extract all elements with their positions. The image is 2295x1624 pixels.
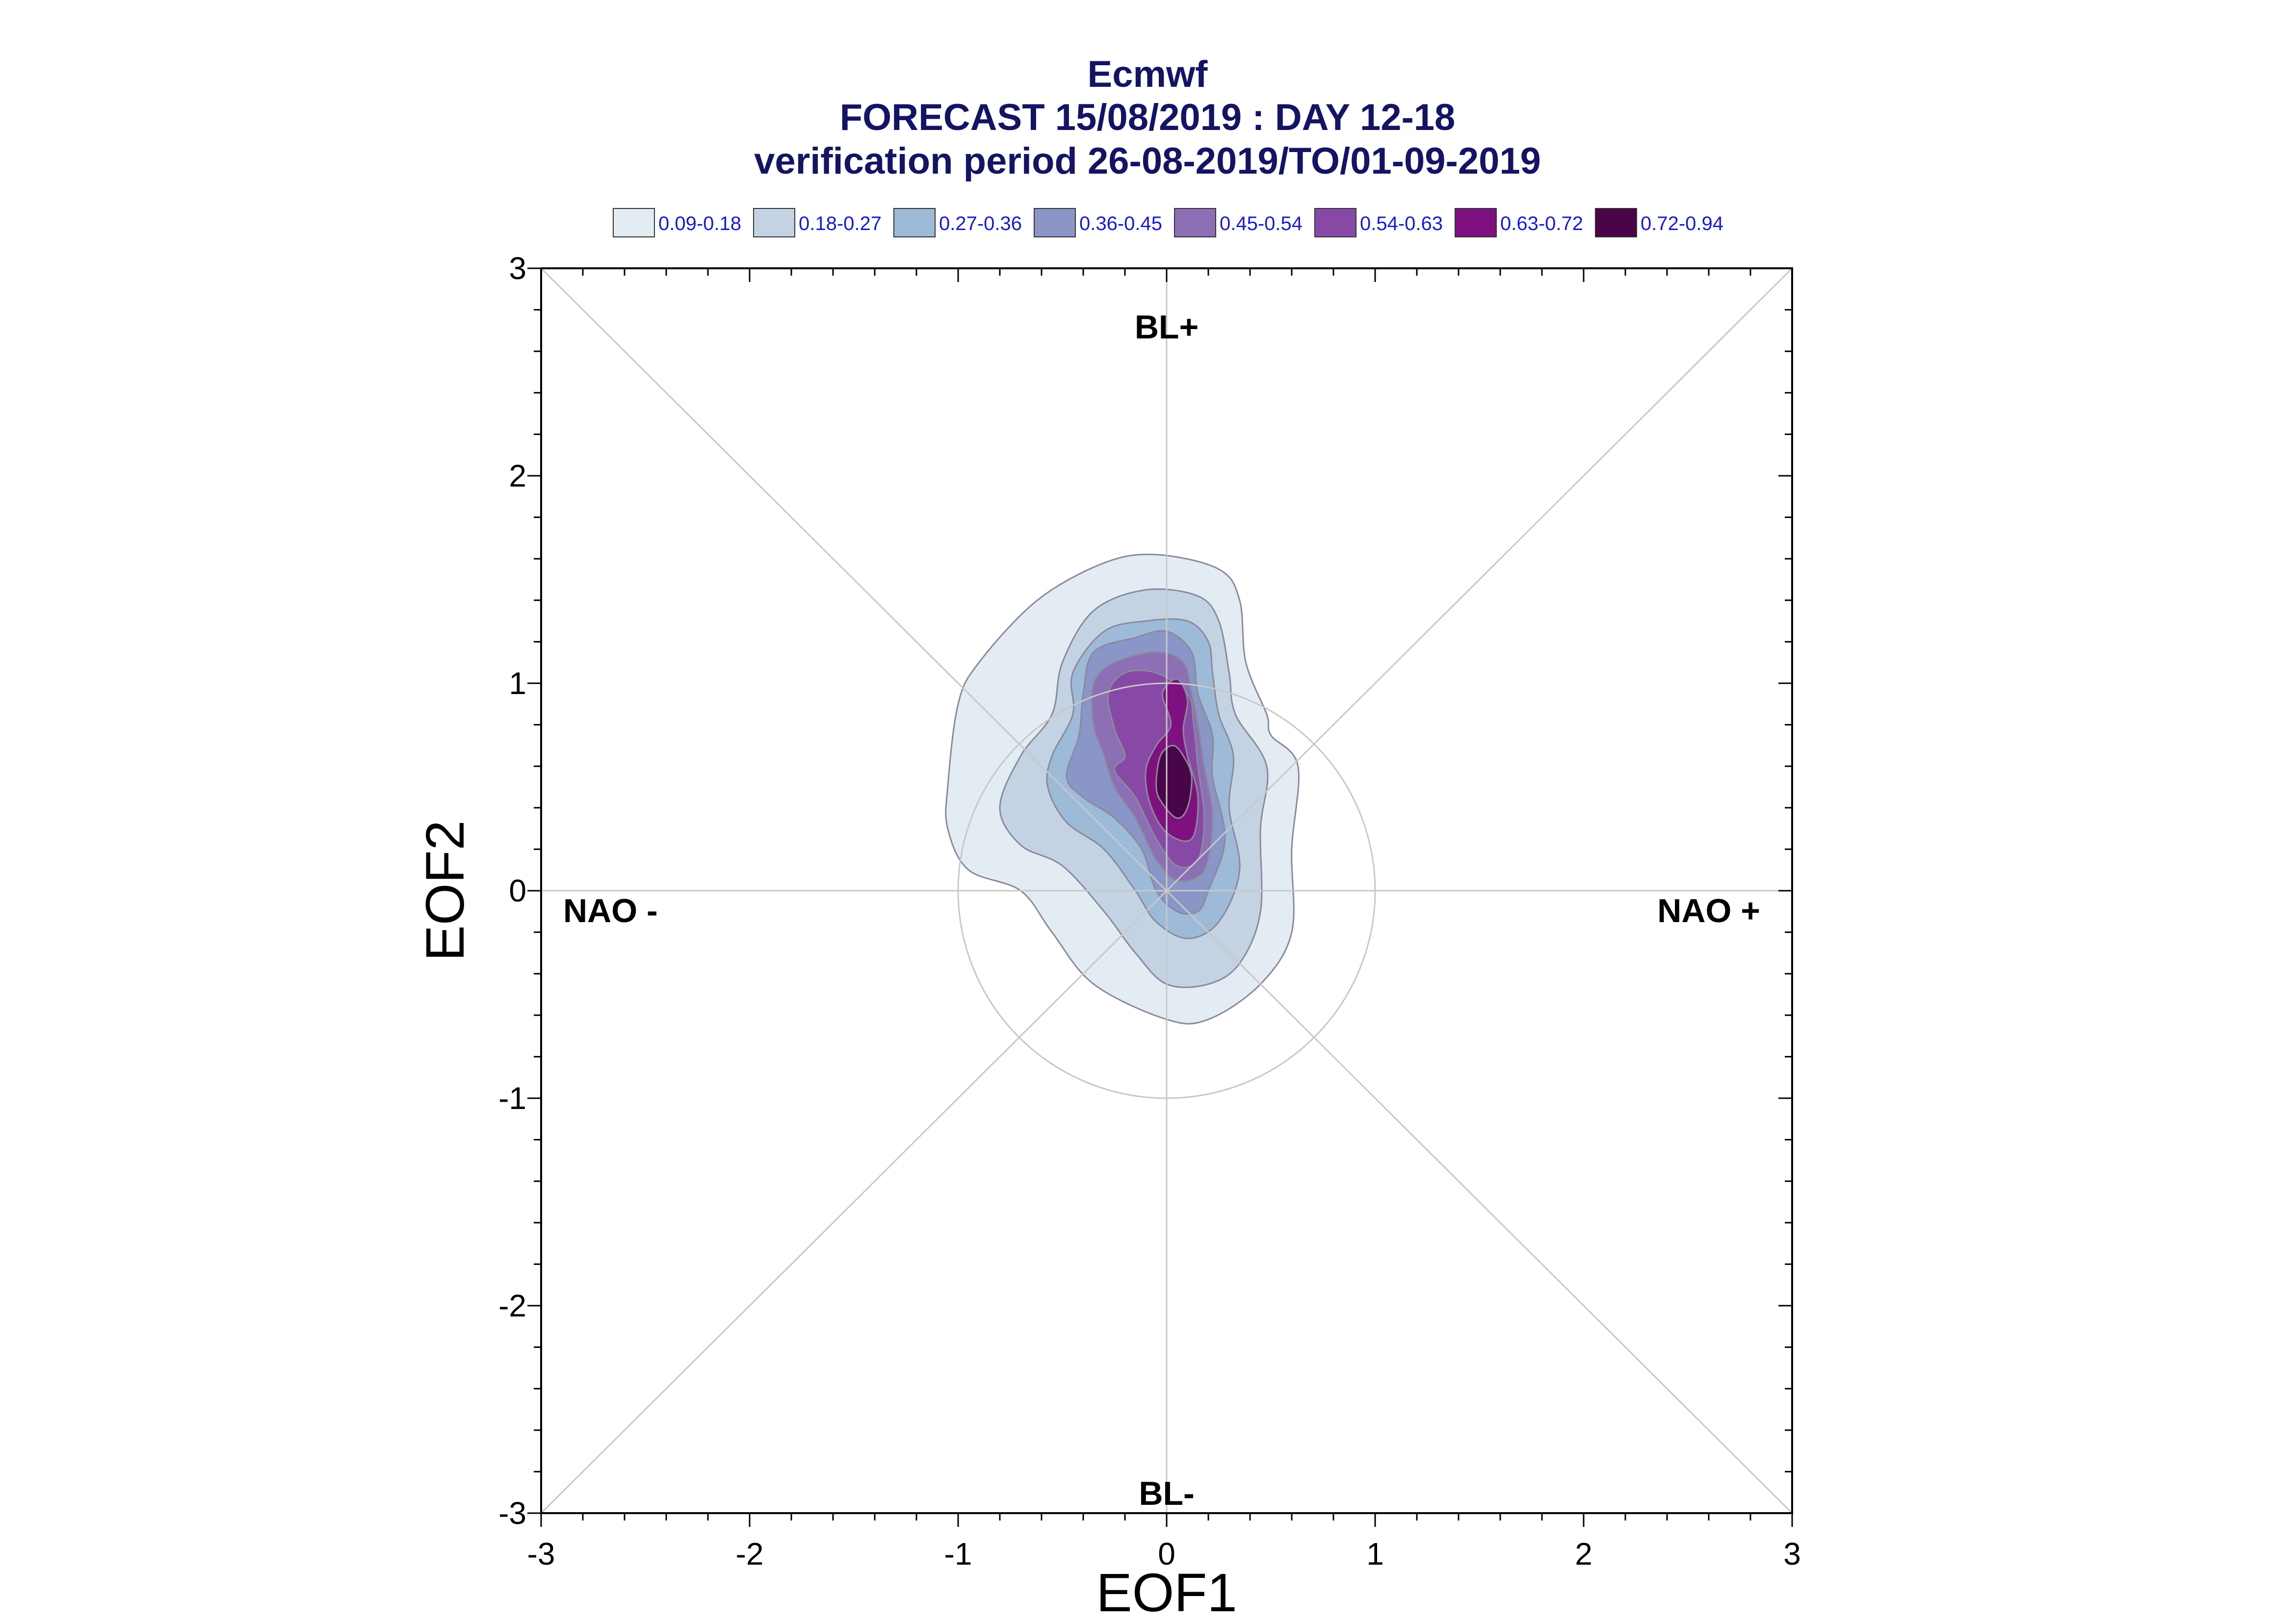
legend-label: 0.63-0.72 xyxy=(1500,213,1583,234)
region-label-nao-minus: NAO - xyxy=(563,892,658,929)
legend-label: 0.09-0.18 xyxy=(658,213,741,234)
reference-guides xyxy=(541,268,1792,1513)
region-label-nao-plus: NAO + xyxy=(1657,892,1760,929)
density-contour-8 xyxy=(1155,745,1193,819)
legend-swatch xyxy=(1314,208,1356,237)
x-tick-label: -3 xyxy=(527,1536,555,1572)
legend-swatch xyxy=(1174,208,1216,237)
legend-swatch xyxy=(1034,208,1076,237)
legend-label: 0.36-0.45 xyxy=(1079,213,1162,234)
region-label-bl-plus: BL+ xyxy=(1135,309,1199,346)
legend-label: 0.54-0.63 xyxy=(1360,213,1443,234)
y-tick-label: 2 xyxy=(509,458,526,493)
y-tick-label: 3 xyxy=(509,251,526,286)
legend: 0.09-0.18 0.18-0.27 0.27-0.36 0.36-0.45 0.45… xyxy=(613,208,1723,237)
x-tick-label: -2 xyxy=(736,1536,764,1572)
density-contours xyxy=(945,553,1300,1025)
chart-subtitle-verification: verification period 26-08-2019/TO/01-09-… xyxy=(754,140,1541,182)
axis-ticks: -3 -2 -1 0 1 2 3 -3 -2 -1 0 1 2 3 xyxy=(498,251,1801,1572)
legend-label: 0.72-0.94 xyxy=(1641,213,1723,234)
legend-label: 0.18-0.27 xyxy=(799,213,882,234)
x-axis-label: EOF1 xyxy=(1096,1563,1237,1623)
legend-swatch xyxy=(1595,208,1637,237)
y-tick-label: 0 xyxy=(509,873,526,908)
x-tick-label: 0 xyxy=(1158,1536,1175,1572)
legend-swatch xyxy=(753,208,795,237)
legend-swatch xyxy=(613,208,655,237)
legend-label: 0.27-0.36 xyxy=(939,213,1022,234)
legend-swatch xyxy=(893,208,936,237)
reference-circle xyxy=(957,682,1376,1099)
legend-swatch xyxy=(1455,208,1497,237)
x-tick-label: 2 xyxy=(1575,1536,1592,1572)
x-tick-label: 1 xyxy=(1366,1536,1384,1572)
chart-title: Ecmwf xyxy=(1088,53,1208,95)
y-axis-label: EOF2 xyxy=(415,820,475,961)
chart-subtitle-forecast: FORECAST 15/08/2019 : DAY 12-18 xyxy=(840,97,1456,138)
y-tick-label: -1 xyxy=(498,1081,526,1116)
x-tick-label: 3 xyxy=(1783,1536,1801,1572)
x-tick-label: -1 xyxy=(944,1536,972,1572)
y-tick-label: 1 xyxy=(509,666,526,701)
y-tick-label: -2 xyxy=(498,1288,526,1323)
y-tick-label: -3 xyxy=(498,1495,526,1531)
region-label-bl-minus: BL- xyxy=(1139,1475,1194,1512)
legend-label: 0.45-0.54 xyxy=(1220,213,1303,234)
